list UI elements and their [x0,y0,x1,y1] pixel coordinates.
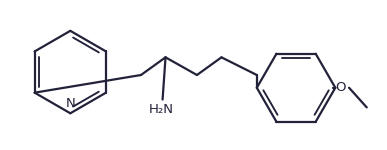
Text: O: O [335,81,346,94]
Text: H₂N: H₂N [149,103,174,116]
Text: N: N [65,97,75,110]
